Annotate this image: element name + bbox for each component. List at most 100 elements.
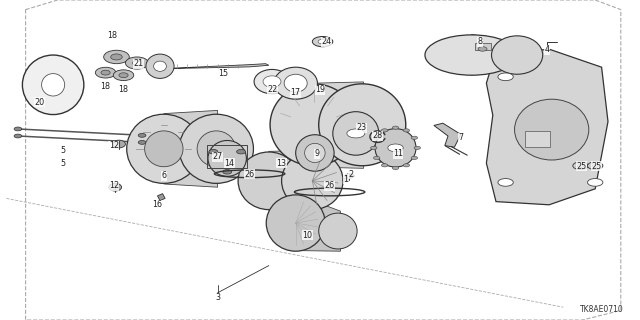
Circle shape <box>403 164 410 167</box>
Text: 11: 11 <box>393 149 403 158</box>
Ellipse shape <box>266 195 325 251</box>
FancyBboxPatch shape <box>525 131 550 147</box>
Circle shape <box>237 149 246 154</box>
Circle shape <box>573 162 588 170</box>
Text: 17: 17 <box>291 88 301 97</box>
Text: 4: 4 <box>545 45 550 54</box>
Circle shape <box>342 178 349 181</box>
Circle shape <box>381 129 388 132</box>
Ellipse shape <box>154 61 166 71</box>
Ellipse shape <box>179 114 253 183</box>
Circle shape <box>209 149 218 154</box>
Ellipse shape <box>319 213 357 249</box>
Text: 13: 13 <box>276 159 287 168</box>
Text: 5: 5 <box>60 146 65 155</box>
Text: 3: 3 <box>215 293 220 302</box>
Text: 9: 9 <box>314 149 319 158</box>
Text: 22: 22 <box>268 85 278 94</box>
Ellipse shape <box>111 54 122 60</box>
Ellipse shape <box>113 140 125 148</box>
Ellipse shape <box>127 114 201 183</box>
Circle shape <box>312 36 333 47</box>
Ellipse shape <box>238 152 300 210</box>
Circle shape <box>411 156 417 160</box>
Circle shape <box>592 164 598 167</box>
Circle shape <box>392 126 399 129</box>
Text: 25: 25 <box>591 162 602 171</box>
Text: 20: 20 <box>35 98 45 107</box>
Text: 5: 5 <box>60 159 65 168</box>
Ellipse shape <box>95 67 116 78</box>
Ellipse shape <box>282 152 343 210</box>
Ellipse shape <box>101 70 110 75</box>
Ellipse shape <box>197 131 236 167</box>
Ellipse shape <box>125 57 148 69</box>
Text: 26: 26 <box>324 181 335 190</box>
Text: 8: 8 <box>477 37 483 46</box>
Circle shape <box>371 146 377 149</box>
Ellipse shape <box>146 54 174 78</box>
Circle shape <box>478 47 487 51</box>
Circle shape <box>392 166 399 170</box>
Circle shape <box>223 170 232 174</box>
Ellipse shape <box>333 112 379 155</box>
Text: 24: 24 <box>321 37 332 46</box>
Circle shape <box>381 164 388 167</box>
Polygon shape <box>314 82 364 168</box>
Ellipse shape <box>263 76 281 87</box>
Circle shape <box>388 144 403 152</box>
Text: 15: 15 <box>218 69 228 78</box>
Circle shape <box>588 179 603 186</box>
Polygon shape <box>472 34 518 75</box>
Text: 27: 27 <box>212 152 223 161</box>
Text: 1: 1 <box>343 175 348 184</box>
Ellipse shape <box>375 129 416 167</box>
Polygon shape <box>157 194 165 201</box>
Circle shape <box>414 146 420 149</box>
Text: 28: 28 <box>372 132 383 140</box>
Text: 25: 25 <box>576 162 586 171</box>
Text: 21: 21 <box>133 60 143 68</box>
Circle shape <box>403 129 410 132</box>
Polygon shape <box>486 50 608 205</box>
Text: 26: 26 <box>244 170 255 179</box>
Circle shape <box>318 39 327 44</box>
Ellipse shape <box>113 70 134 81</box>
Circle shape <box>14 127 22 131</box>
Circle shape <box>374 156 380 159</box>
Circle shape <box>374 136 380 139</box>
Text: 7: 7 <box>458 133 463 142</box>
Polygon shape <box>159 64 269 69</box>
Ellipse shape <box>274 67 317 99</box>
Polygon shape <box>434 123 461 147</box>
Circle shape <box>138 133 146 137</box>
Ellipse shape <box>492 36 543 74</box>
Circle shape <box>577 164 584 167</box>
Ellipse shape <box>109 183 122 191</box>
Polygon shape <box>296 194 340 251</box>
Circle shape <box>138 140 146 144</box>
Text: TK8AE0710: TK8AE0710 <box>580 305 624 314</box>
FancyBboxPatch shape <box>475 43 491 50</box>
Text: 12: 12 <box>109 181 119 190</box>
Text: 10: 10 <box>302 231 312 240</box>
Polygon shape <box>269 150 314 211</box>
Ellipse shape <box>104 50 129 64</box>
Text: 18: 18 <box>107 31 117 40</box>
Ellipse shape <box>425 35 518 75</box>
Ellipse shape <box>42 74 65 96</box>
Ellipse shape <box>319 84 406 166</box>
Text: 23: 23 <box>356 124 367 132</box>
Text: 18: 18 <box>100 82 111 91</box>
Ellipse shape <box>254 69 290 94</box>
Text: 2: 2 <box>348 170 353 179</box>
Circle shape <box>347 129 365 138</box>
Circle shape <box>588 162 603 170</box>
Text: 19: 19 <box>315 85 325 94</box>
Polygon shape <box>164 110 218 187</box>
Circle shape <box>498 73 513 81</box>
Ellipse shape <box>515 99 589 160</box>
Text: 18: 18 <box>118 85 129 94</box>
Text: 16: 16 <box>152 200 163 209</box>
Ellipse shape <box>145 131 183 167</box>
